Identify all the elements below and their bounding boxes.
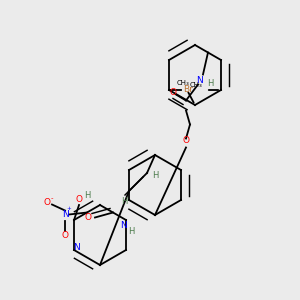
Text: O: O — [182, 136, 190, 145]
Text: H: H — [152, 170, 158, 179]
Text: O: O — [76, 196, 82, 205]
Text: +: + — [67, 206, 71, 211]
Text: O: O — [169, 88, 176, 97]
Text: N: N — [121, 220, 128, 230]
Text: -: - — [51, 196, 53, 202]
Text: H: H — [128, 227, 134, 236]
Text: O: O — [44, 198, 50, 207]
Text: N: N — [196, 76, 203, 85]
Text: CH₃: CH₃ — [190, 82, 202, 88]
Text: H: H — [84, 190, 90, 200]
Text: N: N — [61, 210, 68, 219]
Text: N: N — [73, 242, 80, 251]
Text: Br: Br — [183, 85, 193, 94]
Text: H: H — [207, 79, 213, 88]
Text: CH₃: CH₃ — [177, 80, 189, 86]
Text: H: H — [121, 196, 127, 206]
Text: O: O — [61, 231, 68, 240]
Text: O: O — [85, 213, 92, 222]
